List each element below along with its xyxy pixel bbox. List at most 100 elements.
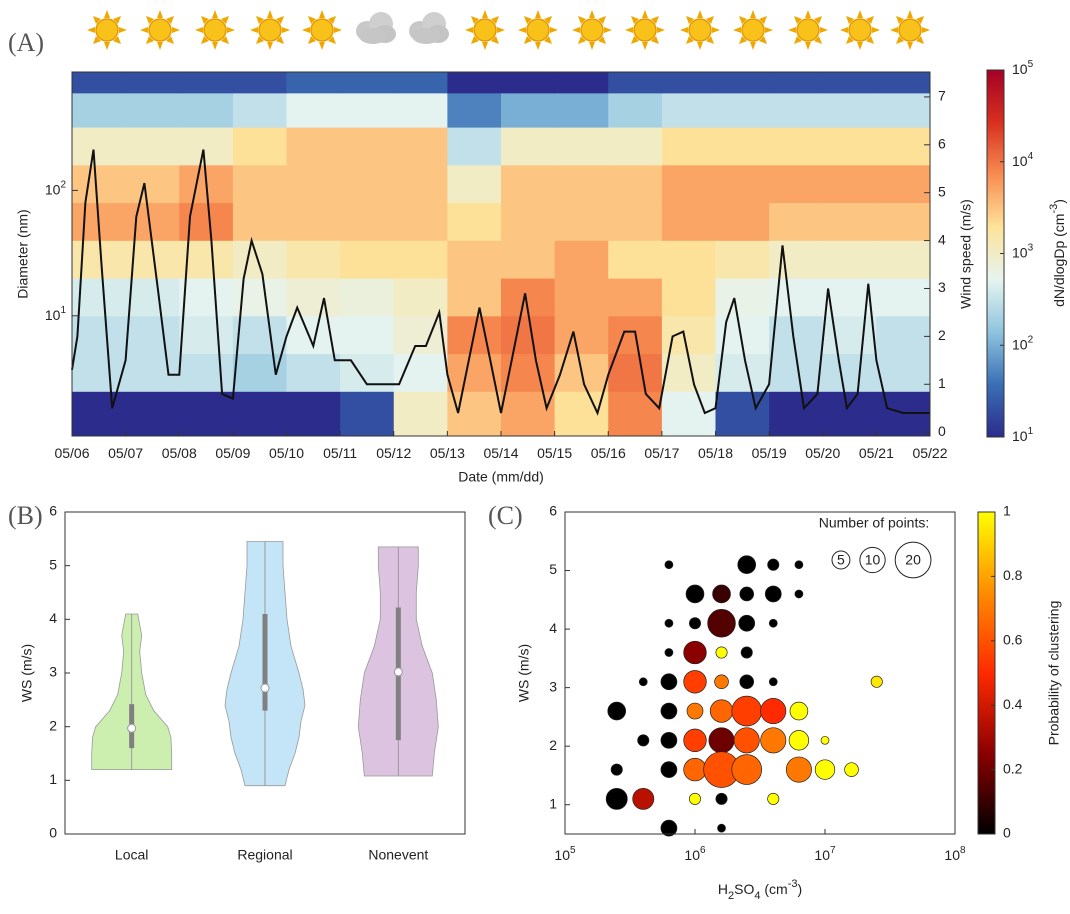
x-axis-label-part: (cm <box>760 881 787 897</box>
heatmap-cell <box>286 391 341 437</box>
heatmap-cell <box>608 127 663 166</box>
size-legend-label: 20 <box>905 552 921 568</box>
colorbar-tick-label: 0.6 <box>1003 632 1023 648</box>
heatmap-cell <box>876 127 931 166</box>
heatmap-cell <box>822 92 877 128</box>
heatmap-cell <box>501 315 556 355</box>
heatmap-cell <box>72 315 127 355</box>
heatmap-cell <box>769 92 824 128</box>
violin-median <box>127 723 137 733</box>
bubble <box>715 792 728 805</box>
y-tick-label: 2 <box>549 737 557 753</box>
heatmap-cell <box>876 92 931 128</box>
heatmap-cell <box>608 278 663 317</box>
bubble <box>709 699 734 723</box>
colorbar-tick-label-exp: 1 <box>1028 426 1034 437</box>
panel-label: (A) <box>8 28 44 57</box>
x-axis-label-part: SO <box>734 881 754 897</box>
heatmap-cell <box>769 202 824 241</box>
heatmap-cell <box>554 127 609 166</box>
y2-tick-label: 0 <box>938 423 946 439</box>
weather-icons <box>86 9 931 51</box>
heatmap-cell <box>822 315 877 355</box>
size-legend-label: 10 <box>865 552 881 568</box>
x-tick-label: 05/17 <box>644 445 679 461</box>
heatmap-cell <box>876 240 931 279</box>
heatmap-cell <box>72 127 127 166</box>
heatmap-cell <box>447 127 502 166</box>
bubble <box>760 727 787 754</box>
x-tick-label: 05/10 <box>269 445 304 461</box>
y-tick-label: 6 <box>549 503 557 519</box>
x-tick-label: 05/13 <box>430 445 465 461</box>
bubble <box>610 763 623 776</box>
bubble <box>814 759 836 780</box>
x-tick-label: 05/11 <box>323 445 357 461</box>
heatmap-cell <box>661 278 716 317</box>
x-tick-label-base: 05/21 <box>859 445 894 461</box>
heatmap-cell <box>179 353 234 392</box>
heatmap-cell <box>286 127 341 166</box>
heatmap-cell <box>393 202 448 241</box>
heatmap-cell <box>447 202 502 241</box>
heatmap-cell <box>125 164 180 204</box>
x-tick-label: 108 <box>944 845 966 863</box>
heatmap-cell <box>769 127 824 166</box>
x-tick-label: 05/15 <box>537 445 572 461</box>
y-tick-label-base: 10 <box>45 307 61 323</box>
x-tick-label: 05/08 <box>162 445 197 461</box>
colorbar-tick-label: 102 <box>1012 334 1034 352</box>
x-axis-label: H2SO4 (cm-3) <box>718 878 802 902</box>
bubble <box>707 609 736 638</box>
x-axis-label-part: 2 <box>728 890 734 902</box>
y-axis-label: WS (m/s) <box>516 644 532 702</box>
x-tick-label: 05/14 <box>483 445 518 461</box>
heatmap-cell <box>393 315 448 355</box>
x-tick-label: 105 <box>554 845 576 863</box>
heatmap-cell <box>769 315 824 355</box>
x-tick-label-base: 10 <box>814 847 830 863</box>
bubble <box>760 698 787 725</box>
colorbar-label-part: dN/dlogDp (cm <box>1051 214 1067 307</box>
x-tick-label-base: 05/08 <box>162 445 197 461</box>
x-axis-label: Date (mm/dd) <box>458 469 544 485</box>
heatmap-cell <box>72 92 127 128</box>
y-tick-label-base: 10 <box>45 181 61 197</box>
heatmap-cell <box>447 72 502 94</box>
x-tick-label: 05/20 <box>805 445 840 461</box>
colorbar-tick-label-base: 10 <box>1012 336 1028 352</box>
y2-tick-label: 1 <box>938 375 946 391</box>
heatmap-cell <box>340 127 395 166</box>
heatmap-cell <box>822 202 877 241</box>
bubble <box>767 792 780 805</box>
y2-tick-label: 3 <box>938 279 946 295</box>
bubble <box>740 646 753 659</box>
heatmap-cell <box>715 278 770 317</box>
heatmap-cell <box>715 92 770 128</box>
bubble <box>794 560 804 570</box>
bubble <box>768 677 778 687</box>
heatmap-cell <box>340 391 395 437</box>
bubble <box>664 560 674 570</box>
heatmap-cell <box>608 92 663 128</box>
heatmap-cell <box>715 202 770 241</box>
bubble <box>731 754 763 785</box>
heatmap-cell <box>340 353 395 392</box>
heatmap-cell <box>876 315 931 355</box>
heatmap-cell <box>822 72 877 94</box>
violin-median <box>260 683 270 693</box>
heatmap-cell <box>340 202 395 241</box>
x-tick-label-base: 10 <box>944 847 960 863</box>
bubble <box>739 674 755 690</box>
heatmap-cell <box>286 164 341 204</box>
x-tick-label-base: 05/09 <box>215 445 250 461</box>
size-legend-circle <box>859 546 886 574</box>
colorbar <box>977 511 996 835</box>
bubble <box>688 792 702 805</box>
bubble <box>638 677 648 687</box>
y-tick-label-exp: 2 <box>60 180 66 191</box>
heatmap-cell <box>393 164 448 204</box>
bubble <box>685 584 705 604</box>
bubble <box>714 674 729 690</box>
heatmap-cell <box>393 278 448 317</box>
